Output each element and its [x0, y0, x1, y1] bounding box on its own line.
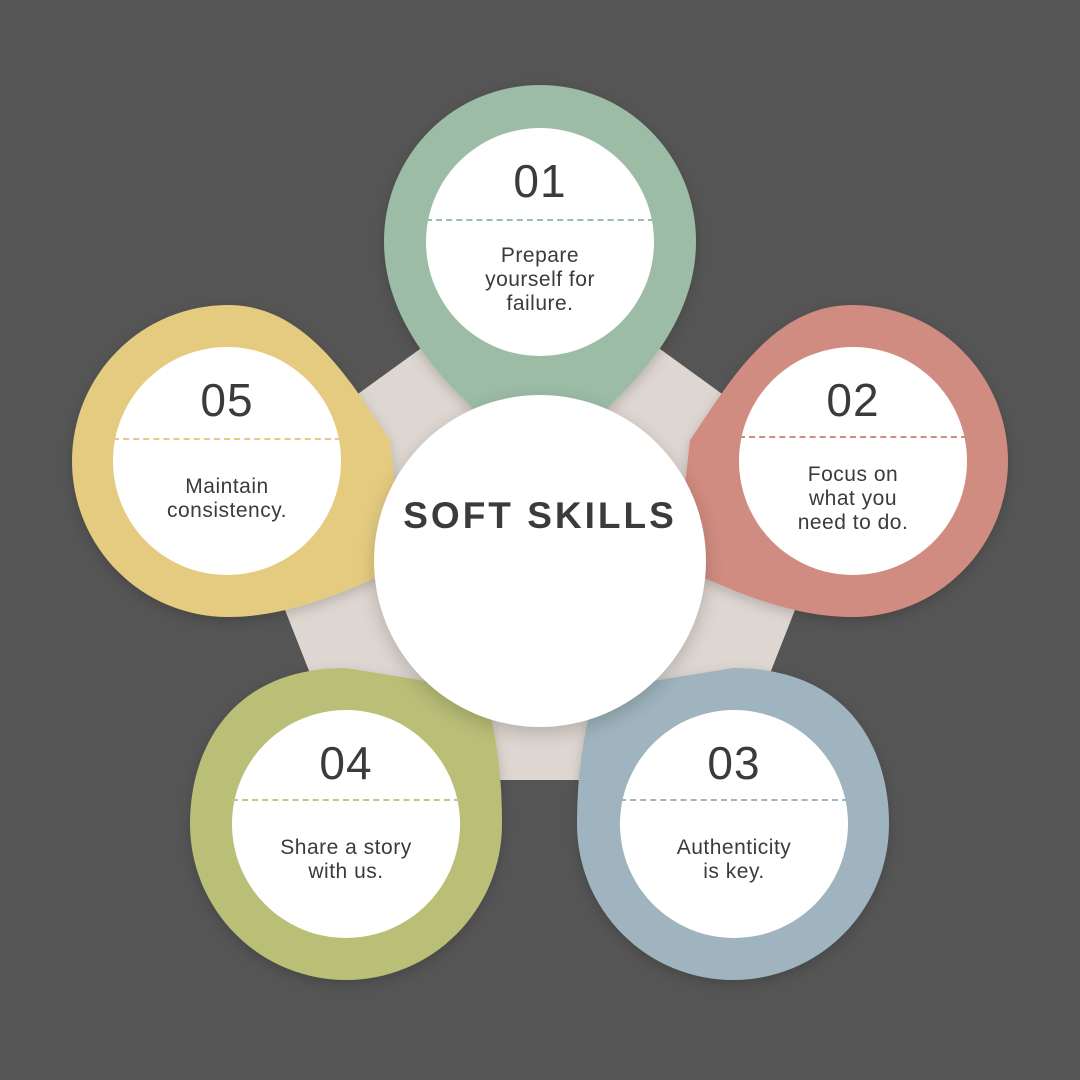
step-03-divider [620, 799, 848, 801]
step-01-circle: 01 Prepare yourself for failure. [426, 128, 654, 356]
center-title: SOFT SKILLS [403, 495, 677, 536]
step-02-text: Focus on what you need to do. [797, 463, 909, 534]
center-circle: SOFT SKILLS [374, 395, 706, 727]
step-03-number: 03 [707, 737, 761, 789]
step-02-divider [739, 436, 967, 438]
step-05-circle: 05 Maintain consistency. [113, 347, 341, 575]
step-02-circle: 02 Focus on what you need to do. [739, 347, 967, 575]
step-03-circle: 03 Authenticity is key. [620, 710, 848, 938]
step-01-number: 01 [513, 155, 567, 207]
step-05-text: Maintain consistency. [167, 475, 287, 522]
step-04-divider [232, 799, 460, 801]
step-01-divider [426, 219, 654, 221]
step-03-text: Authenticity is key. [676, 836, 792, 883]
step-04-number: 04 [319, 737, 373, 789]
step-05-divider [113, 438, 341, 440]
step-01-text: Prepare yourself for failure. [485, 244, 595, 315]
step-02-number: 02 [826, 374, 880, 426]
step-04-circle: 04 Share a story with us. [232, 710, 460, 938]
step-05-number: 05 [200, 374, 254, 426]
step-04-text: Share a story with us. [280, 836, 412, 883]
